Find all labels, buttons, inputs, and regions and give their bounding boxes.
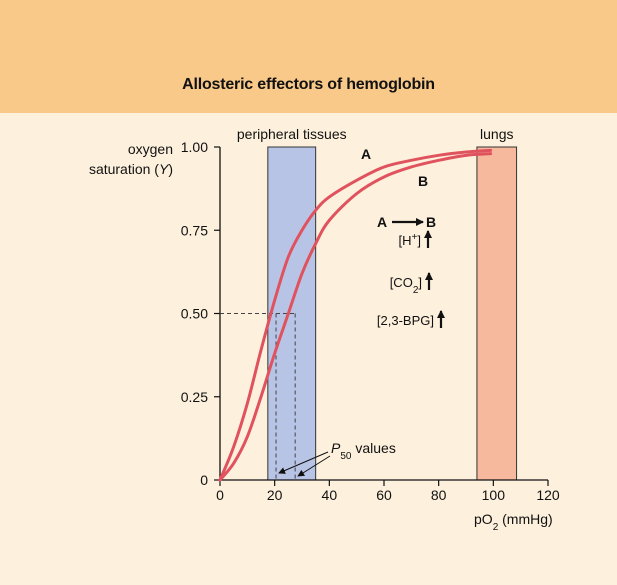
title-banner [0, 0, 617, 113]
lungs-region-label: lungs [480, 126, 513, 142]
x-tick-label: 100 [482, 487, 506, 503]
p50-pointer-b [297, 455, 331, 477]
x-tick-label: 20 [267, 487, 283, 503]
p50-pointer-a [278, 451, 329, 474]
y-axis-label-line2: saturation (Y) [89, 161, 173, 177]
curve-b-label: B [418, 173, 428, 189]
curve-a [218, 148, 493, 482]
y-tick-label: 0 [200, 472, 208, 488]
shift-to-label: B [426, 214, 436, 230]
y-tick-label: 0.75 [181, 222, 208, 238]
x-axis-label: pO2 (mmHg) [474, 511, 553, 533]
effector-bpg-label: [2,3-BPG] [377, 313, 434, 328]
peripheral-tissues-region-label: peripheral tissues [237, 126, 347, 142]
y-axis-label-line1: oxygen [128, 141, 173, 157]
x-tick-label: 40 [322, 487, 338, 503]
y-tick-label: 0.50 [181, 306, 208, 322]
y-tick-label: 0.25 [181, 389, 208, 405]
shift-from-label: A [377, 214, 387, 230]
x-tick-label: 0 [216, 487, 224, 503]
curve-b [218, 152, 493, 482]
y-tick-label: 1.00 [181, 139, 208, 155]
lungs-region [476, 146, 518, 481]
x-tick-label: 120 [536, 487, 560, 503]
x-tick-label: 80 [431, 487, 447, 503]
curve-a-label: A [361, 146, 371, 162]
p50-values-label: P50 values [331, 440, 396, 462]
effector-co2-label: [CO2] [390, 275, 422, 296]
chart-title: Allosteric effectors of hemoglobin [182, 76, 435, 93]
x-tick-label: 60 [376, 487, 392, 503]
effector-h-plus-label: [H+] [399, 232, 421, 249]
